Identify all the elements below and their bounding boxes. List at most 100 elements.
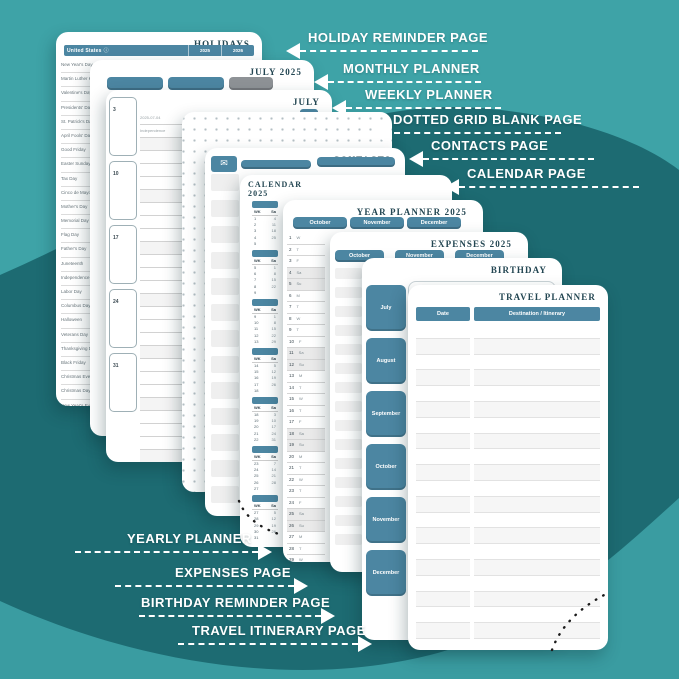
date-cell	[416, 386, 470, 402]
mini-month-block: WK Sa 5 1 6 8 7 15 8 22 9	[252, 250, 278, 296]
callout-label: DOTTED GRID BLANK PAGE	[393, 112, 583, 127]
day-row: 12 Su	[287, 359, 325, 371]
holiday-name: Thanksgiving Day	[61, 345, 97, 351]
destination-cell	[474, 481, 600, 497]
mini-month-block: WK Sa 9 1 10 8 11 15 12 22 13 29	[252, 299, 278, 345]
week-date-box: 17	[109, 225, 137, 284]
page-title: HOLIDAYS	[194, 39, 250, 49]
contact-row	[211, 356, 239, 373]
callout-arrow-line	[314, 74, 481, 90]
info-icon: ⓘ	[103, 48, 109, 54]
mini-month-row: 3 18	[254, 228, 276, 234]
day-row: 19 Su	[287, 440, 325, 452]
note-line	[140, 164, 184, 177]
destination-cell	[474, 449, 600, 466]
contacts-name-column	[211, 174, 239, 512]
holiday-name: Juneteenth	[61, 260, 84, 266]
calendar-year: 2025	[248, 189, 269, 198]
mini-month-row: 5	[254, 240, 257, 246]
destination-cell	[474, 401, 600, 418]
note-line	[140, 177, 184, 190]
destination-cell	[474, 338, 600, 355]
date-cell	[416, 465, 470, 481]
week-notes-column: 2025-07-04 Independence	[140, 112, 184, 462]
travel-row	[416, 323, 600, 339]
week-date-boxes: 3 10 17 24 31	[109, 97, 137, 417]
callout-label: EXPENSES PAGE	[175, 565, 292, 580]
month-tab-label: September	[371, 411, 401, 417]
month-tab: September	[366, 391, 406, 437]
callout-arrow-line	[115, 578, 308, 594]
holiday-name: St. Patrick's Day	[61, 118, 94, 124]
holiday-name: Cinco de Mayo	[61, 189, 92, 195]
date-cell	[416, 528, 470, 545]
callout-label: CONTACTS PAGE	[431, 138, 549, 153]
mini-month-row: 20 17	[254, 424, 276, 430]
mini-month-row: 26 28	[254, 479, 276, 485]
date-cell	[416, 401, 470, 418]
note-line	[140, 242, 184, 255]
mini-month-header-bar	[252, 348, 278, 356]
expense-row	[335, 515, 362, 526]
travel-row	[416, 528, 600, 545]
mini-month-row: 8 22	[254, 283, 276, 289]
travel-row	[416, 544, 600, 560]
mini-month-columns: WK Sa	[252, 209, 278, 216]
date-cell	[416, 433, 470, 450]
callout-birthday-reminder: BIRTHDAY REMINDER PAGE	[139, 595, 335, 624]
note-line	[140, 255, 184, 268]
mini-month-row: 4 25	[254, 234, 276, 240]
week-date: 3	[113, 107, 116, 113]
note-line: Independence	[140, 125, 184, 138]
holiday-name: Martin Luther King Day	[61, 76, 108, 82]
day-rows-column: 1 W 2 T 3 F 4 Sa 5 Su 6 M 7 T 8 W 9 T 10 F 11 Sa 12 Su 13 M 14 T 15 W…	[287, 233, 325, 562]
callout-label: BIRTHDAY REMINDER PAGE	[141, 595, 331, 610]
destination-cell	[474, 576, 600, 592]
date-cell	[416, 496, 470, 513]
holiday-name: New Year's Eve	[61, 402, 93, 407]
expense-row	[335, 344, 362, 355]
day-row: 28 T	[287, 544, 325, 555]
note-line	[140, 281, 184, 294]
week-date-box: 3	[109, 97, 137, 156]
day-row: 18 Sa	[287, 428, 325, 440]
mini-month-row: 10 8	[254, 320, 276, 326]
callout-arrow-line	[409, 151, 594, 167]
mini-month-header-bar	[252, 495, 278, 503]
destination-cell	[474, 355, 600, 371]
mini-month-columns: WK Sa	[252, 258, 278, 266]
day-row: 13 M	[287, 371, 325, 383]
month-tab-label: July	[380, 305, 392, 311]
holiday-name: Christmas Day	[61, 388, 91, 394]
month-tab-label: December	[372, 570, 400, 576]
expense-row	[335, 325, 362, 336]
note-line	[140, 450, 184, 462]
travel-row	[416, 433, 600, 450]
callout-arrow-line	[75, 544, 272, 560]
note-text: 2025-07-04	[140, 115, 161, 120]
destination-cell	[474, 386, 600, 402]
holiday-name: Columbus Day	[61, 303, 91, 309]
date-cell	[416, 449, 470, 466]
day-row: 20 M	[287, 452, 325, 463]
destination-cell	[474, 433, 600, 450]
holiday-name: Tax Day	[61, 175, 78, 181]
contact-row	[211, 382, 239, 399]
mini-month-row: 17 26	[254, 381, 276, 387]
day-row: 4 Sa	[287, 267, 325, 279]
date-cell	[416, 513, 470, 529]
month-button: December	[407, 217, 461, 229]
note-line	[140, 320, 184, 333]
page-title: JULY	[292, 97, 320, 107]
date-cell	[416, 576, 470, 592]
mini-month-row: 11 15	[254, 326, 276, 332]
callout-arrow-line	[178, 636, 372, 652]
travel-row	[416, 513, 600, 529]
holiday-name: New Year's Day	[61, 62, 93, 67]
page-title: BIRTHDAY	[490, 265, 547, 275]
date-cell	[416, 544, 470, 560]
travel-row	[416, 370, 600, 387]
travel-row	[416, 591, 600, 608]
callout-arrow-line	[139, 608, 335, 624]
